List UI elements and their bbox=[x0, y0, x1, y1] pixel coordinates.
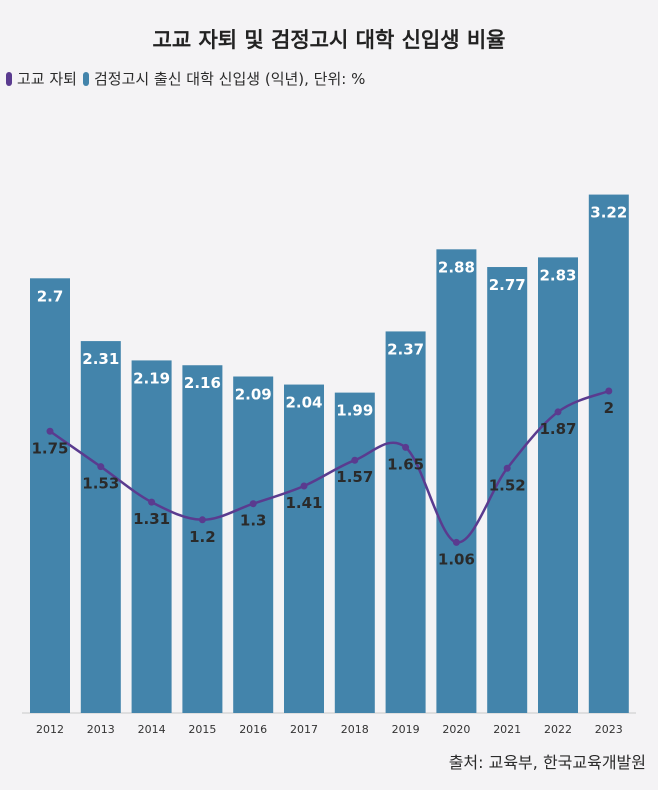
line-label-2023: 2 bbox=[604, 399, 614, 417]
legend: 고교 자퇴 검정고시 출신 대학 신입생 (익년), 단위: % bbox=[6, 68, 371, 89]
bar-2018 bbox=[334, 392, 375, 713]
x-tick-label-2013: 2013 bbox=[87, 723, 115, 736]
bar-label-2023: 3.22 bbox=[590, 204, 627, 222]
line-point-2023 bbox=[605, 387, 613, 395]
line-label-2020: 1.06 bbox=[438, 550, 475, 568]
legend-swatch-line bbox=[6, 71, 12, 86]
line-point-2021 bbox=[503, 464, 511, 472]
x-tick-label-2012: 2012 bbox=[36, 723, 64, 736]
bar-2023 bbox=[588, 194, 629, 713]
bar-label-2019: 2.37 bbox=[387, 340, 424, 358]
bar-2013 bbox=[80, 341, 121, 713]
line-point-2022 bbox=[554, 408, 562, 416]
line-label-2016: 1.3 bbox=[240, 512, 267, 530]
bar-label-2016: 2.09 bbox=[235, 386, 272, 404]
legend-label-line: 고교 자퇴 bbox=[17, 70, 77, 88]
bar-label-2012: 2.7 bbox=[37, 287, 64, 305]
bar-label-2020: 2.88 bbox=[438, 258, 475, 276]
legend-item-line: 고교 자퇴 bbox=[6, 68, 77, 89]
x-tick-label-2015: 2015 bbox=[188, 723, 216, 736]
bar-2014 bbox=[131, 360, 172, 713]
bar-2020 bbox=[436, 249, 477, 713]
line-label-2021: 1.52 bbox=[489, 476, 526, 494]
line-point-2017 bbox=[300, 482, 308, 490]
line-label-2014: 1.31 bbox=[133, 510, 170, 528]
x-tick-label-2021: 2021 bbox=[493, 723, 521, 736]
line-label-2015: 1.2 bbox=[189, 528, 216, 546]
x-tick-label-2019: 2019 bbox=[392, 723, 420, 736]
x-tick-label-2014: 2014 bbox=[138, 723, 166, 736]
bar-2017 bbox=[284, 384, 324, 713]
bar-label-2013: 2.31 bbox=[82, 350, 119, 368]
bar-label-2021: 2.77 bbox=[489, 276, 526, 294]
bar-label-2022: 2.83 bbox=[539, 266, 576, 284]
line-point-2020 bbox=[452, 538, 460, 546]
legend-swatch-bar bbox=[82, 71, 89, 86]
line-point-2014 bbox=[148, 498, 156, 506]
bar-2022 bbox=[538, 257, 578, 713]
x-tick-label-2022: 2022 bbox=[544, 723, 572, 736]
bar-label-2018: 1.99 bbox=[336, 402, 373, 420]
bar-2019 bbox=[385, 331, 426, 713]
x-tick-label-2023: 2023 bbox=[595, 723, 623, 736]
bar-2012 bbox=[30, 278, 70, 713]
bar-label-2015: 2.16 bbox=[184, 374, 221, 392]
bar-2016 bbox=[233, 376, 274, 713]
line-label-2022: 1.87 bbox=[539, 420, 576, 438]
x-tick-label-2016: 2016 bbox=[239, 723, 267, 736]
line-label-2012: 1.75 bbox=[31, 439, 68, 457]
chart-title: 고교 자퇴 및 검정고시 대학 신입생 비율 bbox=[152, 28, 506, 52]
line-point-2019 bbox=[402, 443, 410, 451]
legend-item-bar: 검정고시 출신 대학 신입생 (익년), 단위: % bbox=[82, 68, 366, 89]
bar-2015 bbox=[182, 365, 223, 713]
x-tick-label-2018: 2018 bbox=[341, 723, 369, 736]
source-note: 출처: 교육부, 한국교육개발원 bbox=[448, 753, 646, 772]
line-label-2018: 1.57 bbox=[336, 468, 373, 486]
legend-label-bar: 검정고시 출신 대학 신입생 (익년), 단위: % bbox=[93, 70, 366, 88]
x-tick-label-2020: 2020 bbox=[442, 723, 470, 736]
bar-label-2017: 2.04 bbox=[285, 394, 322, 412]
line-label-2019: 1.65 bbox=[387, 455, 424, 473]
line-point-2015 bbox=[198, 516, 206, 524]
line-label-2013: 1.53 bbox=[82, 475, 119, 493]
line-point-2012 bbox=[46, 427, 54, 435]
bar-label-2014: 2.19 bbox=[133, 369, 170, 387]
line-point-2018 bbox=[351, 456, 359, 464]
line-point-2013 bbox=[97, 463, 105, 471]
line-label-2017: 1.41 bbox=[285, 494, 322, 512]
x-tick-label-2017: 2017 bbox=[290, 723, 318, 736]
line-point-2016 bbox=[249, 500, 257, 508]
